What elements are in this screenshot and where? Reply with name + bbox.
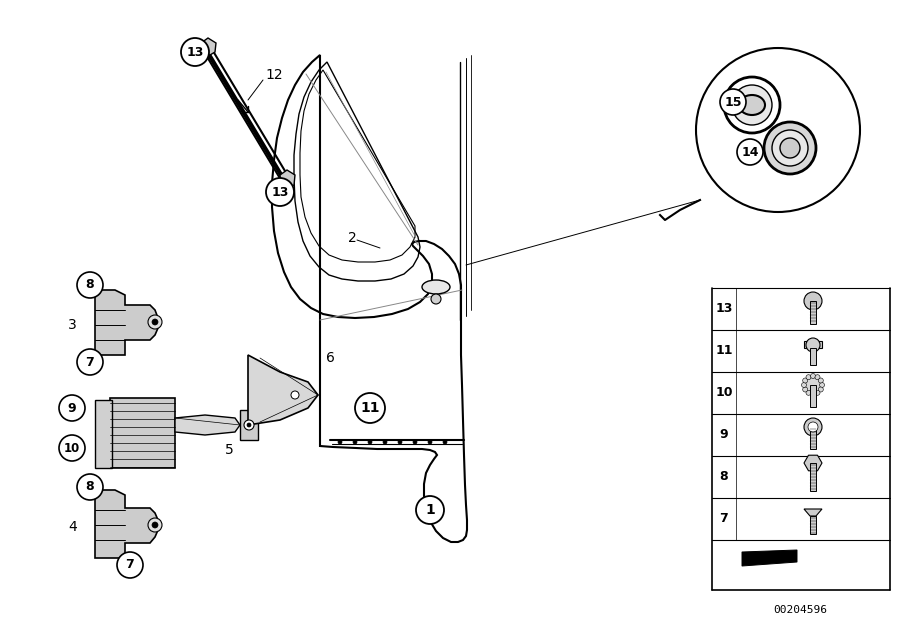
Circle shape [811,392,815,396]
Polygon shape [810,516,816,534]
Circle shape [806,375,811,380]
Polygon shape [95,400,112,468]
Circle shape [732,85,772,125]
Text: 7: 7 [720,513,728,525]
Circle shape [383,440,387,444]
Circle shape [338,440,342,444]
Text: 11: 11 [360,401,380,415]
Circle shape [77,474,103,500]
Text: 9: 9 [720,429,728,441]
Circle shape [818,378,824,383]
Polygon shape [810,463,816,491]
Text: 8: 8 [720,471,728,483]
Circle shape [803,387,807,392]
Circle shape [291,391,299,399]
Text: 15: 15 [724,95,742,109]
Text: 3: 3 [68,318,76,332]
Circle shape [148,518,162,532]
Circle shape [804,418,822,436]
Circle shape [355,393,385,423]
Polygon shape [810,427,816,449]
Circle shape [266,178,294,206]
Circle shape [806,338,820,352]
Ellipse shape [739,95,765,115]
Circle shape [772,130,808,166]
Text: 5: 5 [225,443,234,457]
Circle shape [398,440,402,444]
Circle shape [77,349,103,375]
Polygon shape [804,455,822,471]
Circle shape [803,378,807,383]
Text: 6: 6 [326,351,335,365]
Circle shape [764,122,816,174]
Text: 7: 7 [86,356,94,368]
Text: 13: 13 [271,186,289,198]
Polygon shape [810,348,816,365]
Circle shape [696,48,860,212]
Circle shape [820,382,824,387]
Polygon shape [201,38,216,55]
Circle shape [152,522,158,528]
Circle shape [413,440,417,444]
Circle shape [818,387,824,392]
Circle shape [808,422,818,432]
Circle shape [720,89,746,115]
Circle shape [152,319,158,325]
Circle shape [416,496,444,524]
Text: 00204596: 00204596 [773,605,827,615]
Circle shape [428,440,432,444]
Circle shape [77,272,103,298]
Polygon shape [810,301,816,324]
Circle shape [247,423,251,427]
Ellipse shape [422,280,450,294]
Circle shape [804,376,822,394]
Text: 10: 10 [716,387,733,399]
Polygon shape [280,170,295,188]
Circle shape [181,38,209,66]
Circle shape [802,382,806,387]
Polygon shape [248,355,318,425]
Text: 7: 7 [126,558,134,572]
Circle shape [811,373,815,378]
Text: 11: 11 [716,345,733,357]
Polygon shape [175,415,240,435]
Text: 2: 2 [348,231,356,245]
Text: 1: 1 [425,503,435,517]
Circle shape [724,77,780,133]
Circle shape [59,395,85,421]
Text: 4: 4 [68,520,76,534]
Polygon shape [240,410,258,440]
Text: 13: 13 [716,303,733,315]
Circle shape [780,138,800,158]
Text: 14: 14 [742,146,759,158]
Circle shape [244,420,254,430]
Text: 10: 10 [64,441,80,455]
Text: 8: 8 [86,481,94,494]
Polygon shape [742,550,797,566]
Circle shape [804,292,822,310]
Polygon shape [95,490,158,558]
Text: 12: 12 [265,68,283,82]
Polygon shape [810,385,816,407]
Text: 9: 9 [68,401,76,415]
Circle shape [59,435,85,461]
Circle shape [443,440,447,444]
Polygon shape [110,398,175,468]
Circle shape [353,440,357,444]
Polygon shape [804,341,822,348]
Polygon shape [804,509,822,516]
Text: 8: 8 [86,279,94,291]
Circle shape [737,139,763,165]
Circle shape [815,375,820,380]
Circle shape [431,294,441,304]
Circle shape [806,391,811,396]
Circle shape [148,315,162,329]
Circle shape [368,440,372,444]
Circle shape [815,391,820,396]
Circle shape [117,552,143,578]
Polygon shape [95,290,158,355]
Text: 13: 13 [186,46,203,59]
